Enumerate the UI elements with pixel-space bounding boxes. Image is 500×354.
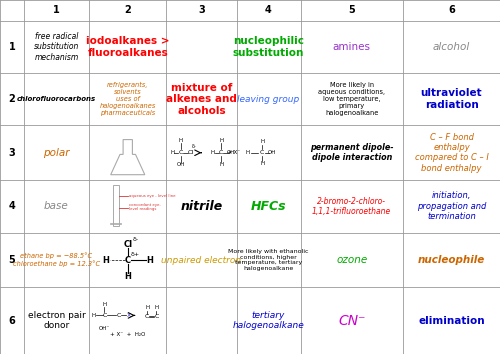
- Text: δ-: δ-: [192, 144, 197, 149]
- Text: C: C: [219, 150, 224, 155]
- Text: C: C: [124, 256, 131, 264]
- Text: OH: OH: [268, 150, 276, 155]
- Text: aqueous eye - level line: aqueous eye - level line: [129, 194, 176, 198]
- Text: H: H: [146, 256, 153, 264]
- Text: base: base: [44, 201, 69, 211]
- Text: OH: OH: [176, 162, 184, 167]
- Text: H: H: [219, 138, 223, 143]
- Text: unpaired electron: unpaired electron: [162, 256, 242, 264]
- Text: H: H: [102, 302, 106, 307]
- Text: 6: 6: [448, 5, 455, 15]
- Text: nucleophile: nucleophile: [418, 255, 485, 265]
- Text: elimination: elimination: [418, 316, 485, 326]
- Text: 3: 3: [198, 5, 205, 15]
- Text: C: C: [260, 150, 264, 155]
- Text: ethane bp = −88.5°C
chloroethane bp = 12.3°C: ethane bp = −88.5°C chloroethane bp = 12…: [13, 253, 100, 267]
- Text: H: H: [92, 313, 96, 318]
- Text: refrigerants,
solvents
uses of
halogenoalkanes
pharmaceuticals: refrigerants, solvents uses of halogenoa…: [100, 82, 156, 116]
- Text: H: H: [219, 162, 223, 167]
- Text: ozone: ozone: [336, 255, 368, 265]
- Text: C: C: [145, 314, 150, 319]
- Text: Cl: Cl: [123, 240, 132, 249]
- Text: C: C: [178, 150, 182, 155]
- Text: C: C: [154, 314, 158, 319]
- Text: OH: OH: [226, 150, 235, 155]
- Text: nitrile: nitrile: [180, 200, 222, 213]
- Bar: [114, 185, 119, 226]
- Text: H: H: [260, 161, 264, 166]
- Text: H: H: [145, 305, 149, 310]
- Text: H: H: [210, 150, 215, 155]
- Text: 2: 2: [124, 5, 131, 15]
- Text: 4: 4: [8, 201, 16, 211]
- Text: 6: 6: [8, 316, 16, 326]
- Text: alcohol: alcohol: [433, 42, 470, 52]
- Text: H: H: [260, 139, 264, 144]
- Text: 2-bromo-2-chloro-
1,1,1-trifluoroethane: 2-bromo-2-chloro- 1,1,1-trifluoroethane: [312, 197, 392, 216]
- Text: 2: 2: [8, 94, 16, 104]
- Text: H: H: [246, 150, 250, 155]
- Text: Cl: Cl: [187, 150, 194, 155]
- Text: leaving group: leaving group: [238, 95, 300, 104]
- Text: CN⁻: CN⁻: [338, 314, 365, 328]
- Text: 4: 4: [265, 5, 272, 15]
- Text: X: X: [127, 313, 132, 318]
- Text: HFCs: HFCs: [250, 200, 286, 213]
- Text: H: H: [102, 256, 110, 264]
- Text: 3: 3: [8, 148, 16, 158]
- Text: H: H: [154, 305, 158, 310]
- Text: chlorofluorocarbons: chlorofluorocarbons: [17, 96, 96, 102]
- Text: C – F bond
enthalpy
compared to C – I
bond enthalpy: C – F bond enthalpy compared to C – I bo…: [414, 133, 488, 173]
- Text: H: H: [178, 138, 182, 143]
- Text: H: H: [124, 272, 131, 281]
- Text: 5: 5: [8, 255, 16, 265]
- Text: concordant eye-
level readings: concordant eye- level readings: [129, 202, 160, 211]
- Text: C: C: [102, 313, 106, 318]
- Text: permanent dipole-
dipole interaction: permanent dipole- dipole interaction: [310, 143, 394, 162]
- Text: OH⁻: OH⁻: [99, 326, 110, 331]
- Text: amines: amines: [333, 42, 371, 52]
- Text: free radical
substitution
mechanism: free radical substitution mechanism: [34, 32, 79, 62]
- Text: H: H: [170, 150, 174, 155]
- Text: nucleophilic
substitution: nucleophilic substitution: [233, 36, 304, 58]
- Text: initiation,
propagation and
termination: initiation, propagation and termination: [417, 192, 486, 221]
- Text: iodoalkanes >
fluoroalkanes: iodoalkanes > fluoroalkanes: [86, 36, 170, 58]
- Text: electron pair
donor: electron pair donor: [28, 311, 86, 330]
- Text: 5: 5: [348, 5, 355, 15]
- Text: 1: 1: [53, 5, 60, 15]
- Text: More likely with ethanolic
conditions, higher
temperature, tertiary
halogenoalka: More likely with ethanolic conditions, h…: [228, 249, 308, 271]
- Text: C: C: [116, 313, 120, 318]
- Text: δ-: δ-: [132, 237, 138, 242]
- Text: More likely in
aqueous conditions,
low temperature,
primary
halogenoalkane: More likely in aqueous conditions, low t…: [318, 82, 385, 116]
- Text: δ+: δ+: [131, 252, 140, 257]
- Text: mixture of
alkenes and
alcohols: mixture of alkenes and alcohols: [166, 82, 237, 116]
- Text: tertiary
halogenoalkane: tertiary halogenoalkane: [232, 311, 304, 330]
- Text: polar: polar: [43, 148, 70, 158]
- Text: + X⁻: + X⁻: [227, 150, 240, 155]
- Text: 1: 1: [8, 42, 16, 52]
- Text: + X⁻  +  H₂O: + X⁻ + H₂O: [110, 332, 146, 337]
- Text: ultraviolet
radiation: ultraviolet radiation: [420, 88, 482, 110]
